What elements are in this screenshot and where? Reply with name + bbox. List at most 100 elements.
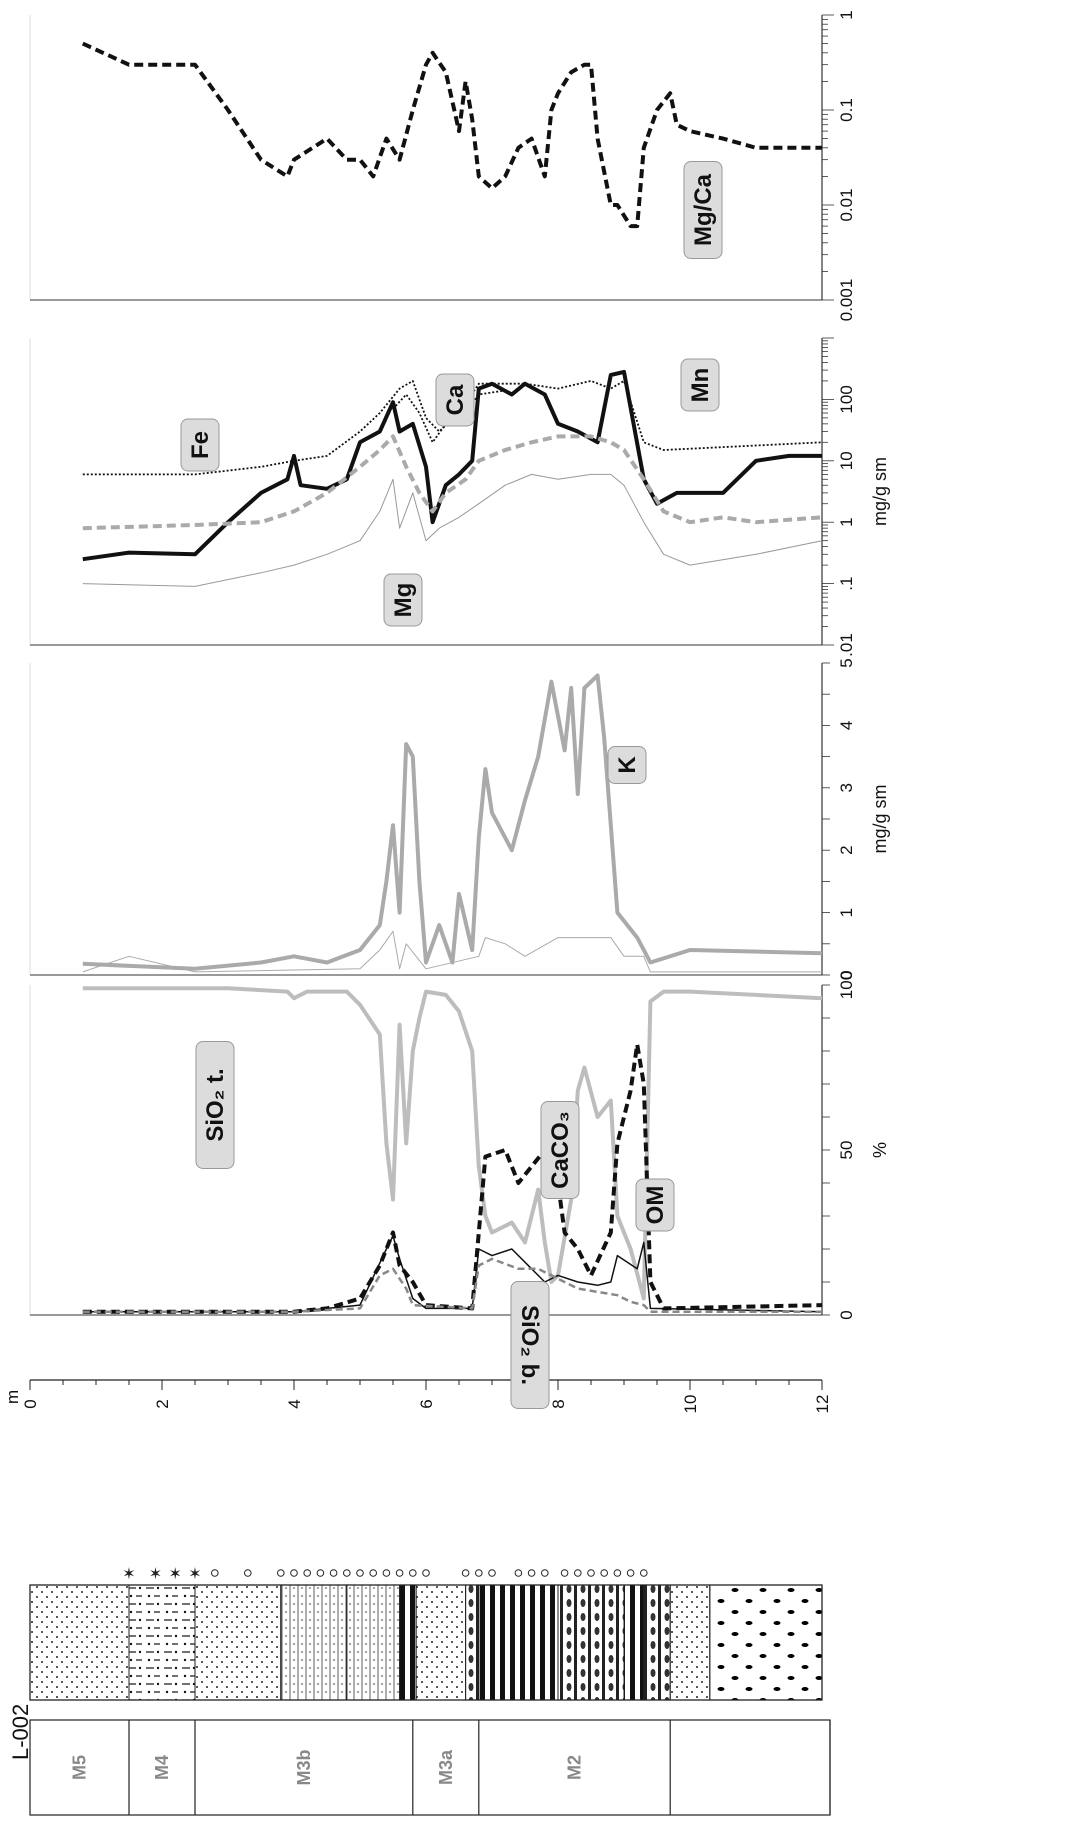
depth-tick-label: 0 <box>21 1399 40 1408</box>
annotation-callout: Mn <box>680 358 720 412</box>
value-tick-label: .01 <box>837 633 856 657</box>
annotation-label: CaCO₃ <box>547 1111 574 1189</box>
annotation-label: SiO₂ t. <box>202 1068 229 1141</box>
lithology-interval <box>623 1584 645 1701</box>
stratigraphic-unit-label: M2 <box>565 1755 585 1780</box>
fossil-symbol-icon <box>626 1569 635 1577</box>
fossil-symbol-icon <box>329 1569 338 1577</box>
fossil-symbol-icon <box>574 1569 582 1577</box>
fossil-symbol-icon <box>488 1569 496 1577</box>
series-line-secondary <box>82 930 822 973</box>
value-tick-label: 100 <box>837 385 856 413</box>
series-line-mn <box>82 379 823 476</box>
fossil-symbol-icon <box>640 1569 648 1577</box>
fossil-symbol-icon <box>290 1569 298 1577</box>
fossil-symbol-icon <box>343 1569 351 1577</box>
series-line-sio-b- <box>82 1257 822 1313</box>
annotation-callout: K <box>607 746 647 784</box>
lithology-interval <box>399 1584 417 1701</box>
panel-metals: .01 .1 1 10 100 mg/g sm <box>29 337 890 657</box>
annotation-label: SiO₂ b. <box>516 1305 543 1385</box>
unit-label: mg/g sm <box>870 784 890 853</box>
fossil-symbol-icon <box>461 1569 470 1577</box>
annotation-callout: SiO₂ b. <box>510 1281 550 1409</box>
annotation-label: OM <box>642 1186 669 1225</box>
core-title: L-002 <box>8 1704 33 1760</box>
unit-label: % <box>870 1142 890 1158</box>
fossil-symbol-icon <box>527 1569 536 1577</box>
value-tick-label: 1 <box>837 517 856 526</box>
fossil-symbol-icon <box>303 1569 312 1577</box>
value-tick-label: 1 <box>837 908 856 917</box>
series-line-mg <box>82 434 823 531</box>
annotation-callouts: SiO₂ t. CaCO₃ OM SiO₂ b. K Fe Ca Mn Mg Mg/Ca <box>180 161 723 1409</box>
depth-unit-label: m <box>3 1390 22 1404</box>
lithology-interval <box>415 1584 467 1701</box>
series-line-om <box>82 1235 823 1313</box>
lithology-interval <box>29 1584 130 1701</box>
fossil-symbol-icon <box>356 1569 364 1577</box>
value-axis: 0 50 100% <box>30 971 890 1320</box>
fossil-symbol-icon <box>475 1569 483 1577</box>
lithology-interval <box>465 1584 480 1701</box>
depth-axis: 0 2 4 6 8 10 12 m <box>3 1379 832 1414</box>
lithology-interval <box>280 1584 348 1701</box>
annotation-callout: OM <box>635 1178 675 1232</box>
annotation-callout: CaCO₃ <box>540 1101 580 1199</box>
panel-potassium: 0 1 2 3 4 5 mg/g sm <box>29 658 890 980</box>
depth-tick-label: 8 <box>549 1399 568 1408</box>
stratigraphic-unit-label: M5 <box>70 1755 90 1780</box>
fossil-symbol-icon <box>211 1569 219 1577</box>
fossil-symbol-icon <box>382 1569 391 1577</box>
value-tick-label: 2 <box>837 845 856 854</box>
value-tick-label: 0.001 <box>837 279 856 322</box>
depth-tick-label: 4 <box>285 1399 304 1408</box>
value-axis: 0 1 2 3 4 5 mg/g sm <box>30 658 890 980</box>
chart-panels: 0 50 100% 0 1 2 3 4 5 mg/g sm .01 .1 1 10 100 mg/g sm 0.… <box>29 10 890 1409</box>
panel-mgca: 0.001 0.01 0.1 1 <box>29 10 856 321</box>
depth-tick-label: 12 <box>813 1395 832 1414</box>
lithology-interval <box>669 1584 711 1701</box>
annotation-label: Fe <box>187 431 214 459</box>
value-tick-label: 100 <box>837 971 856 999</box>
annotation-label: K <box>614 756 641 774</box>
stratigraphic-unit-label: M3b <box>294 1749 314 1785</box>
depth-tick-label: 10 <box>681 1395 700 1414</box>
unit-label: mg/g sm <box>870 457 890 526</box>
annotation-label: Mn <box>687 368 714 403</box>
annotation-label: Ca <box>442 384 469 415</box>
value-tick-label: 0 <box>837 970 856 979</box>
value-tick-label: 3 <box>837 783 856 792</box>
lithology-interval <box>643 1584 671 1701</box>
series-line-secondary <box>82 473 823 587</box>
annotation-callout: Ca <box>435 373 475 427</box>
lithology-interval <box>128 1584 196 1701</box>
fossil-symbol-icon <box>409 1569 417 1577</box>
annotation-callout: Mg <box>383 573 423 627</box>
series-line-caco- <box>82 1042 823 1314</box>
value-tick-label: 5 <box>837 658 856 667</box>
annotation-label: Mg/Ca <box>690 173 717 246</box>
value-tick-label: 50 <box>837 1141 856 1160</box>
fossil-symbol-icon <box>560 1569 569 1577</box>
series-line-mg-ca <box>81 41 822 229</box>
stratigraphic-unit-column: M5 M4 M3b M3a M2 <box>29 1719 831 1816</box>
annotation-callout: Fe <box>180 418 220 472</box>
value-tick-label: 10 <box>837 451 856 470</box>
annotation-callout: Mg/Ca <box>683 161 723 259</box>
value-tick-label: 1 <box>837 10 856 19</box>
fossil-symbol-icon <box>395 1569 404 1577</box>
stratigraphic-unit-label: M3a <box>436 1749 456 1785</box>
depth-tick-label: 2 <box>153 1399 172 1408</box>
fossil-symbol-icon <box>541 1569 549 1577</box>
annotation-label: Mg <box>390 583 417 618</box>
lithology-column: ✶ ✶ ✶ ✶ <box>29 1564 823 1701</box>
fossil-symbol-icon <box>600 1569 609 1577</box>
value-axis: 0.001 0.01 0.1 1 <box>30 10 856 321</box>
fossil-symbol-icon <box>244 1569 252 1577</box>
core-id-label: L-002 <box>8 1704 33 1760</box>
value-tick-label: 4 <box>837 721 856 730</box>
fossil-symbol-icon <box>587 1569 595 1577</box>
star-symbol-icon: ✶ <box>149 1564 162 1583</box>
